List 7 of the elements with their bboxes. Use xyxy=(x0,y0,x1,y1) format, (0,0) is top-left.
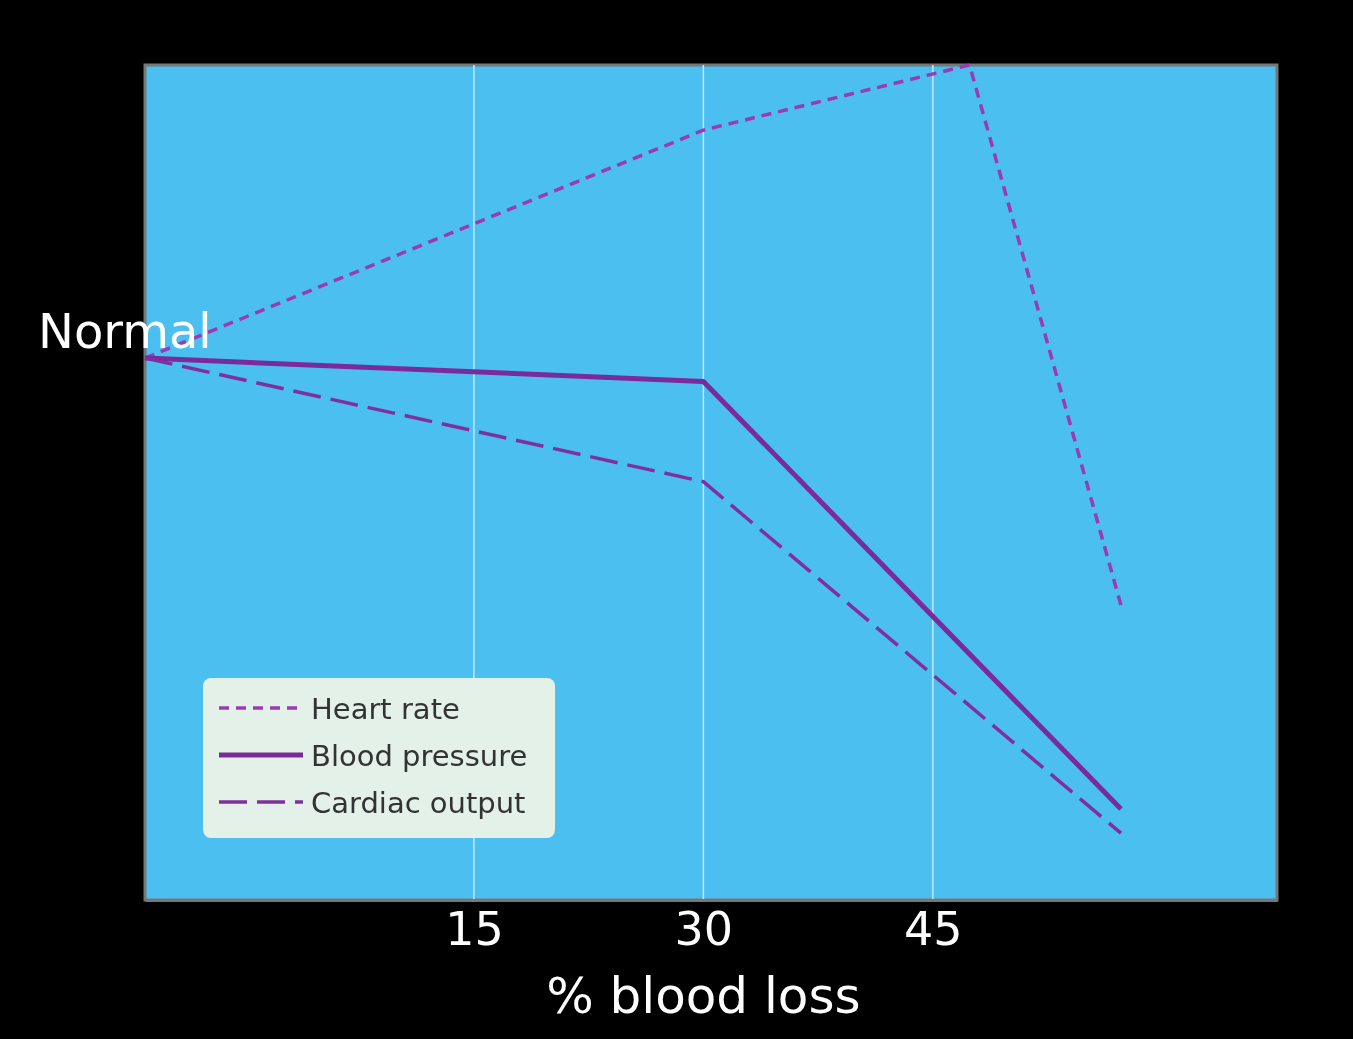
legend-label: Heart rate xyxy=(311,692,460,726)
x-axis-title: % blood loss xyxy=(546,967,861,1025)
legend-label: Blood pressure xyxy=(311,739,528,773)
legend-label: Cardiac output xyxy=(311,786,526,820)
x-tick-label: 15 xyxy=(445,901,504,956)
x-tick-label: 45 xyxy=(904,901,963,956)
x-tick-label: 30 xyxy=(674,901,734,956)
